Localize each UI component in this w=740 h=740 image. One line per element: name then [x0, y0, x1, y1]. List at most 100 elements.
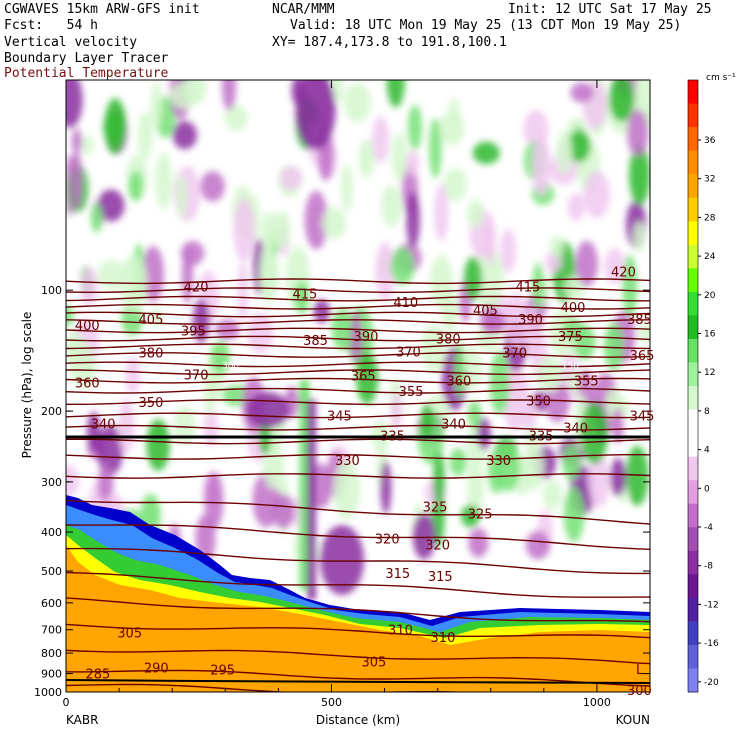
velocity-cell	[505, 293, 529, 350]
colorbar-swatch	[688, 174, 698, 199]
velocity-cell	[570, 82, 594, 103]
theta-contour-label: 330	[486, 454, 511, 469]
theta-contour-label: 350	[526, 394, 551, 409]
y-tick-label: 300	[41, 476, 62, 489]
velocity-cell	[627, 109, 649, 157]
theta-contour-label: 305	[362, 656, 387, 671]
potential-temperature-contours	[66, 278, 650, 692]
colorbar-label: -8	[704, 562, 713, 572]
theta-contour-label: 335	[529, 429, 554, 444]
velocity-cell	[466, 199, 484, 229]
velocity-cell	[468, 527, 489, 558]
theta-contour-label: 335	[380, 429, 405, 444]
y-tick-label: 400	[41, 526, 62, 539]
theta-contour-line	[66, 424, 650, 431]
velocity-cell	[279, 165, 303, 191]
velocity-cell	[432, 451, 445, 507]
velocity-cell	[587, 454, 610, 508]
velocity-cell	[472, 141, 500, 165]
potential-temperature-labels: 420 415 410 415 420 405 400 395 385 390 405 400 390 3…	[75, 266, 655, 700]
theta-contour-line	[66, 571, 650, 598]
colorbar-swatch	[688, 386, 698, 411]
theta-contour-line	[66, 649, 650, 665]
colorbar-swatch	[688, 480, 698, 505]
colorbar-label: 32	[704, 175, 715, 185]
colorbar-swatch	[688, 103, 698, 128]
header-cross-section-endpoints: XY= 187.4,173.8 to 191.8,100.1	[272, 35, 507, 50]
x-tick-label: 500	[321, 696, 342, 709]
velocity-cell	[375, 242, 396, 301]
colorbar-label: 16	[704, 330, 716, 340]
theta-contour-label: 415	[292, 288, 317, 303]
velocity-cell	[176, 173, 188, 219]
velocity-cell	[272, 494, 295, 529]
theta-contour-line	[66, 387, 650, 394]
theta-contour-label: 340	[91, 418, 116, 433]
velocity-cell	[304, 190, 328, 250]
theta-contour-line	[66, 399, 650, 406]
velocity-cell	[66, 464, 79, 499]
velocity-cell	[299, 380, 310, 590]
velocity-cell	[466, 456, 485, 519]
y-tick-label: 200	[41, 405, 62, 418]
theta-contour-line	[66, 669, 650, 687]
theta-contour-label: 380	[139, 347, 164, 362]
velocity-cell	[633, 221, 646, 253]
theta-contour-label: 365	[630, 349, 655, 364]
colorbar-label: 8	[704, 407, 710, 417]
velocity-cell	[320, 525, 365, 595]
velocity-cell	[563, 486, 585, 543]
velocity-cell	[125, 356, 141, 395]
theta-contour-line	[66, 473, 650, 479]
theta-contour-label: 325	[423, 500, 448, 515]
velocity-cell	[150, 81, 163, 130]
theta-contour-line	[66, 547, 650, 575]
theta-contour-label: 320	[375, 533, 400, 548]
colorbar-swatch	[688, 433, 698, 458]
velocity-cell	[80, 267, 98, 306]
theta-contour-label: 355	[574, 375, 599, 390]
theta-contour-label: 405	[473, 304, 498, 319]
colorbar-label: 36	[704, 136, 716, 146]
x-tick-label: 0	[63, 696, 70, 709]
theta-contour-line	[66, 319, 650, 325]
theta-contour-label: 375	[558, 330, 583, 345]
velocity-cell	[610, 457, 626, 497]
theta-contour-label: 330	[335, 454, 360, 469]
colorbar-label: -20	[704, 678, 719, 688]
theta-contour-label: 340	[441, 418, 466, 433]
velocity-cell	[66, 80, 83, 128]
velocity-cell	[386, 80, 405, 108]
velocity-cell	[146, 419, 170, 471]
colorbar-swatch	[688, 668, 698, 693]
velocity-cell	[412, 513, 436, 560]
theta-contour-label: 405	[139, 313, 164, 328]
x-axis-title: Distance (km)	[316, 713, 400, 727]
velocity-cell	[341, 163, 353, 212]
velocity-cell	[391, 132, 408, 181]
velocity-cell	[556, 131, 573, 175]
velocity-cell	[245, 392, 290, 428]
theta-contour-line	[66, 499, 650, 525]
velocity-cell	[454, 342, 465, 400]
velocity-cell	[380, 461, 392, 515]
velocity-cell	[104, 98, 127, 155]
colorbar-swatch	[688, 150, 698, 175]
theta-contour-line	[66, 438, 650, 445]
velocity-cell	[480, 306, 501, 335]
y-tick-label: 900	[41, 668, 62, 681]
theta-contour-line	[66, 597, 650, 623]
theta-contour-label: 345	[630, 409, 655, 424]
velocity-cell	[97, 189, 125, 222]
colorbar-swatch	[688, 644, 698, 669]
velocity-cell	[313, 299, 331, 324]
velocity-cell	[204, 471, 224, 530]
theta-contour-label: 360	[75, 377, 100, 392]
velocity-cell	[525, 305, 540, 361]
velocity-cell	[247, 313, 274, 354]
terrain-outline	[66, 679, 650, 684]
colorbar-label: 4	[704, 446, 710, 456]
velocity-cell	[224, 104, 248, 131]
y-tick-label: 800	[41, 647, 62, 660]
